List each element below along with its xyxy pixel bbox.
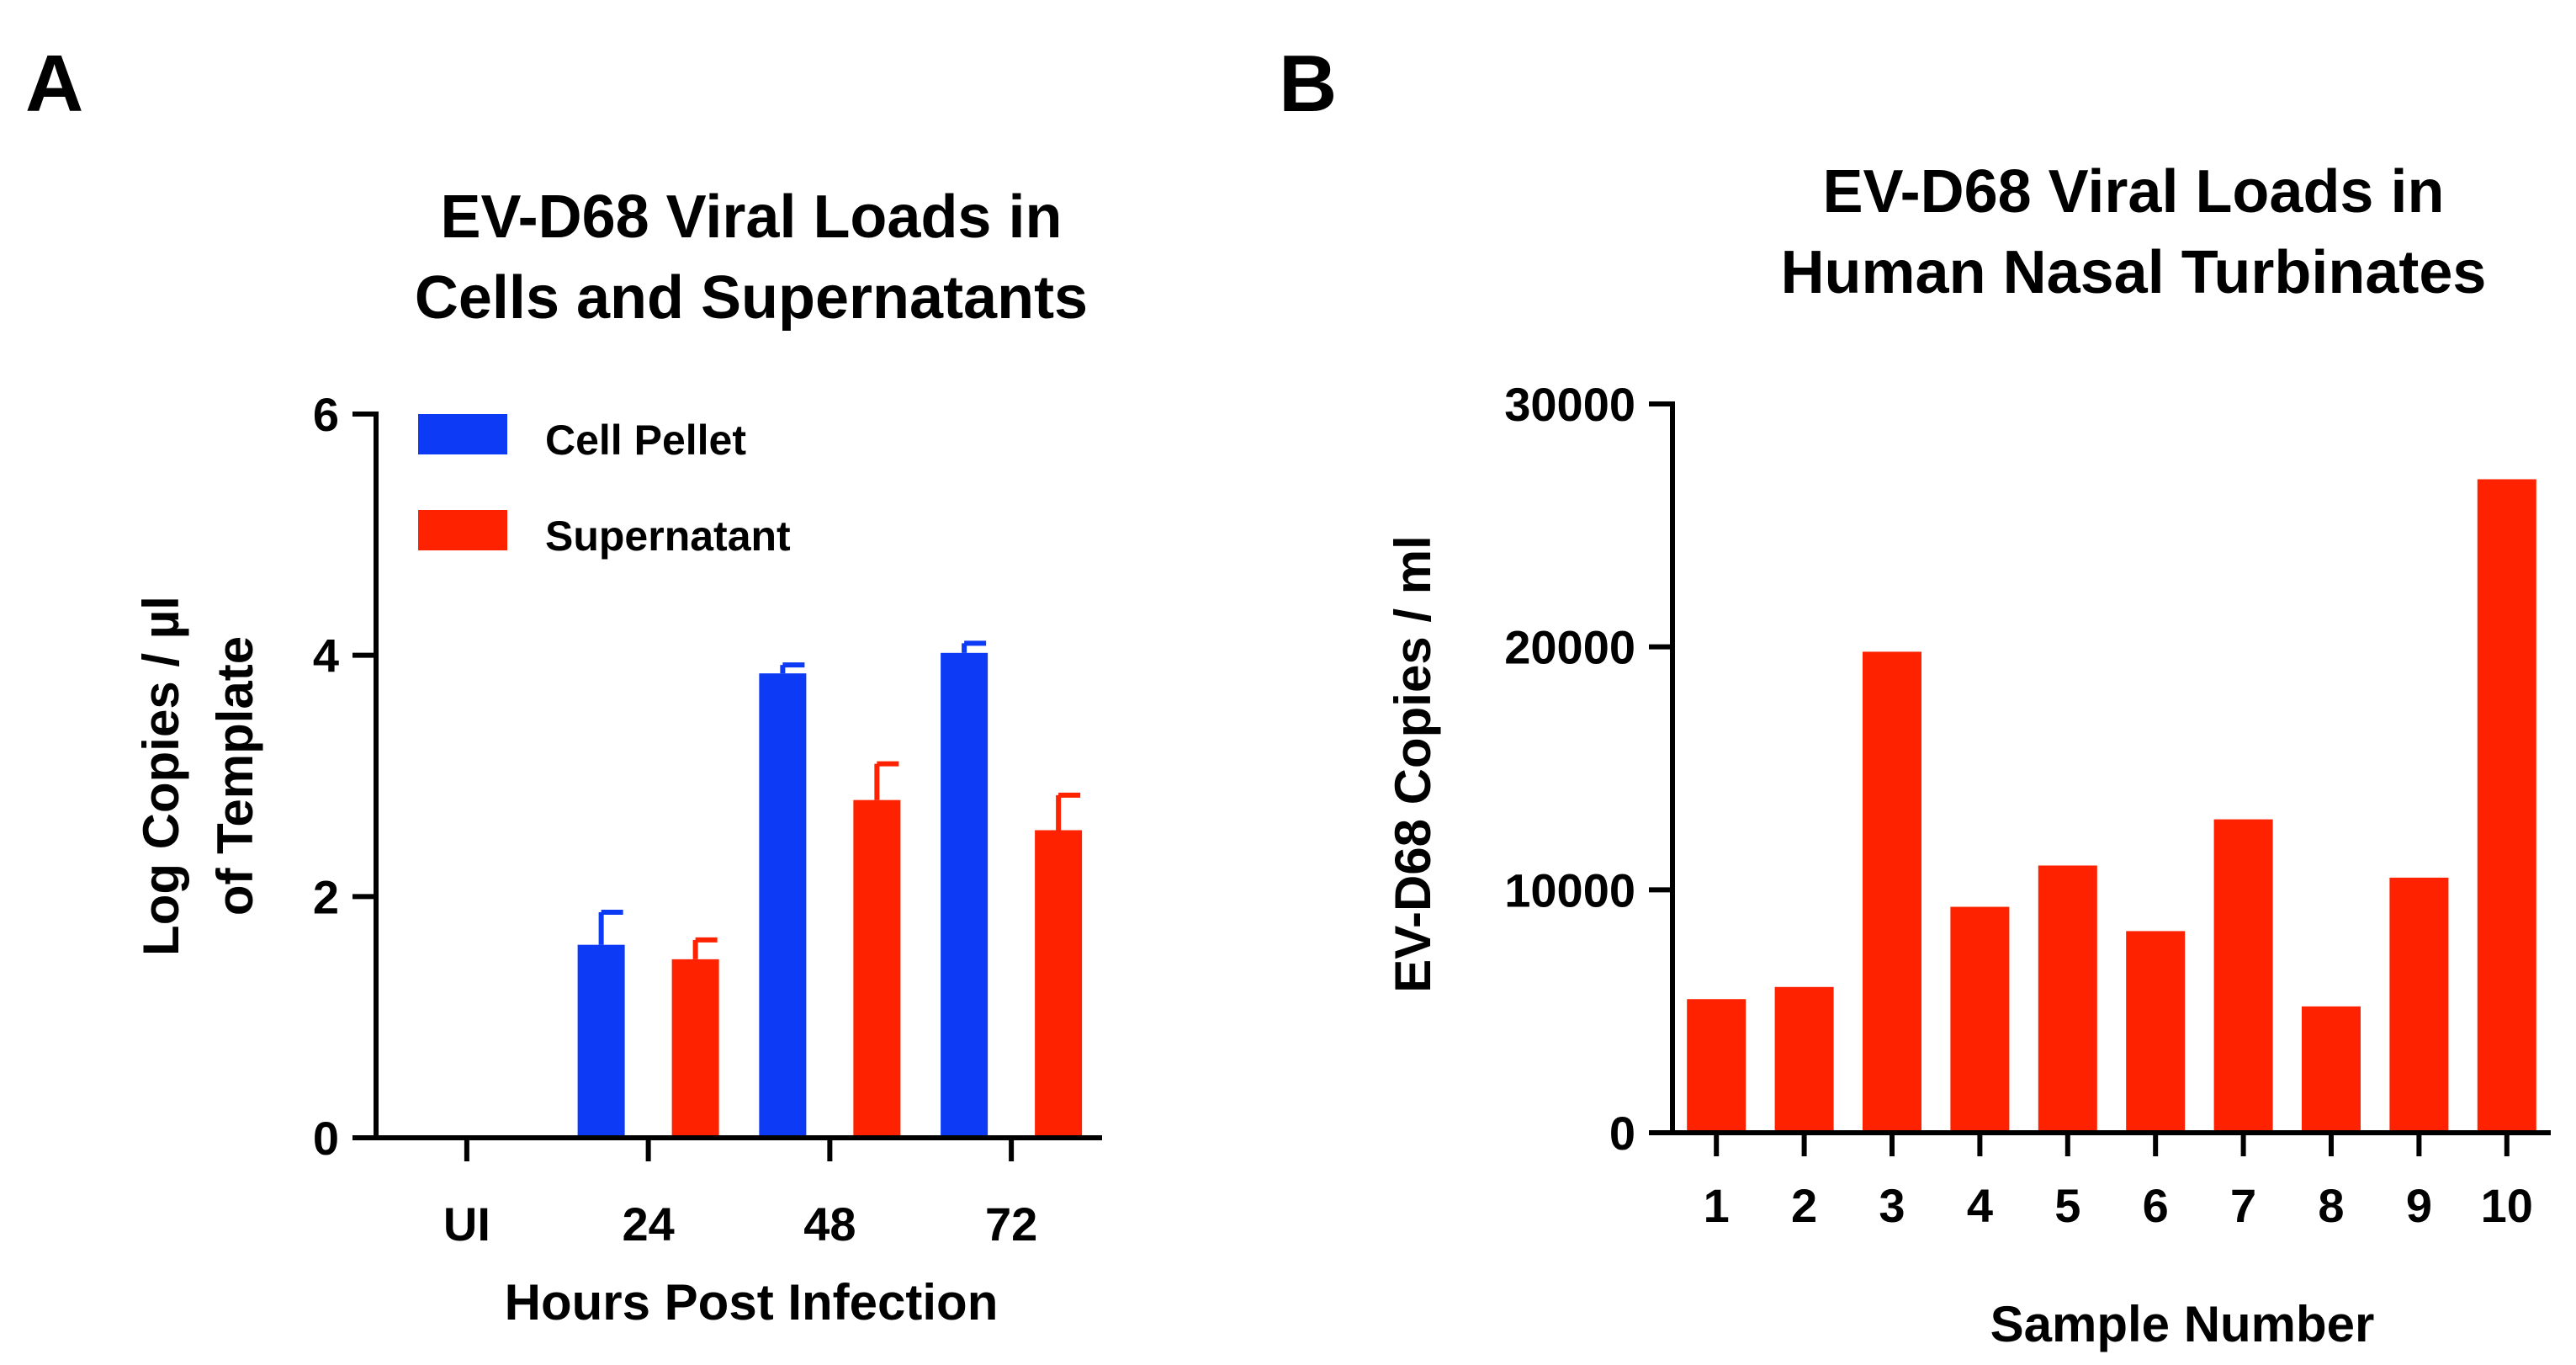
x-tick-label: 6 [2143, 1179, 2169, 1232]
x-tick-label: 3 [1879, 1179, 1905, 1232]
x-axis-label: Hours Post Infection [505, 1274, 999, 1330]
bar-cell-pellet-48 [759, 673, 807, 1138]
chart-a-title-line: EV-D68 Viral Loads in [441, 183, 1063, 251]
y-axis-label: EV-D68 Copies / ml [1385, 535, 1441, 993]
x-tick-label: 9 [2406, 1179, 2432, 1232]
x-tick-label: 1 [1704, 1179, 1730, 1232]
legend-swatch-cell-pellet [418, 414, 507, 454]
x-tick-label: 5 [2054, 1179, 2080, 1232]
y-axis-label-line: Log Copies / µl [133, 596, 189, 956]
x-axis-label: Sample Number [1990, 1296, 2375, 1352]
bar-sample-8 [2302, 1006, 2361, 1133]
legend-label: Cell Pellet [545, 417, 746, 464]
x-tick-label: 2 [1791, 1179, 1817, 1232]
panel-a: A EV-D68 Viral Loads in Cells and Supernat… [25, 39, 1102, 1330]
chart-b-title-line: EV-D68 Viral Loads in [1823, 158, 2445, 226]
legend-swatch-supernatant [418, 510, 507, 550]
bar-sample-6 [2126, 931, 2186, 1133]
bar-sample-4 [1950, 906, 2010, 1133]
y-axis-label-line: of Template [207, 636, 263, 916]
y-tick-label: 0 [1609, 1107, 1635, 1160]
x-tick-label: 48 [803, 1198, 856, 1251]
panel-b-letter: B [1279, 39, 1337, 129]
x-tick-label: 24 [622, 1198, 674, 1251]
bar-sample-5 [2038, 865, 2097, 1133]
chart-a-title-line: Cells and Supernatants [415, 264, 1088, 332]
x-tick-label: UI [443, 1198, 490, 1251]
bar-cell-pellet-24 [577, 944, 625, 1138]
bar-cell-pellet-72 [941, 652, 989, 1138]
x-tick-label: 10 [2481, 1179, 2533, 1232]
x-tick-label: 72 [985, 1198, 1037, 1251]
x-tick-label: 7 [2230, 1179, 2256, 1232]
y-tick-label: 6 [313, 388, 339, 441]
y-tick-label: 0 [313, 1112, 339, 1165]
y-tick-label: 10000 [1504, 863, 1635, 916]
bar-sample-10 [2477, 479, 2536, 1133]
x-tick-label: 8 [2318, 1179, 2344, 1232]
bar-sample-2 [1774, 986, 1834, 1133]
y-tick-label: 20000 [1504, 621, 1635, 674]
chart-b-title-line: Human Nasal Turbinates [1781, 239, 2487, 306]
x-tick-label: 4 [1967, 1179, 1993, 1232]
panel-a-letter: A [25, 39, 83, 129]
bar-sample-3 [1863, 651, 1921, 1133]
legend-label: Supernatant [545, 513, 791, 560]
bar-supernatant-24 [671, 959, 719, 1138]
bar-supernatant-72 [1035, 830, 1083, 1138]
bar-supernatant-48 [853, 799, 901, 1138]
bar-sample-7 [2213, 819, 2273, 1133]
bar-sample-9 [2389, 877, 2449, 1133]
y-tick-label: 30000 [1504, 378, 1635, 431]
y-tick-label: 4 [313, 629, 339, 682]
panel-b: B EV-D68 Viral Loads in Human Nasal Turbin… [1279, 39, 2551, 1352]
bar-sample-1 [1687, 999, 1746, 1133]
y-tick-label: 2 [313, 870, 339, 923]
